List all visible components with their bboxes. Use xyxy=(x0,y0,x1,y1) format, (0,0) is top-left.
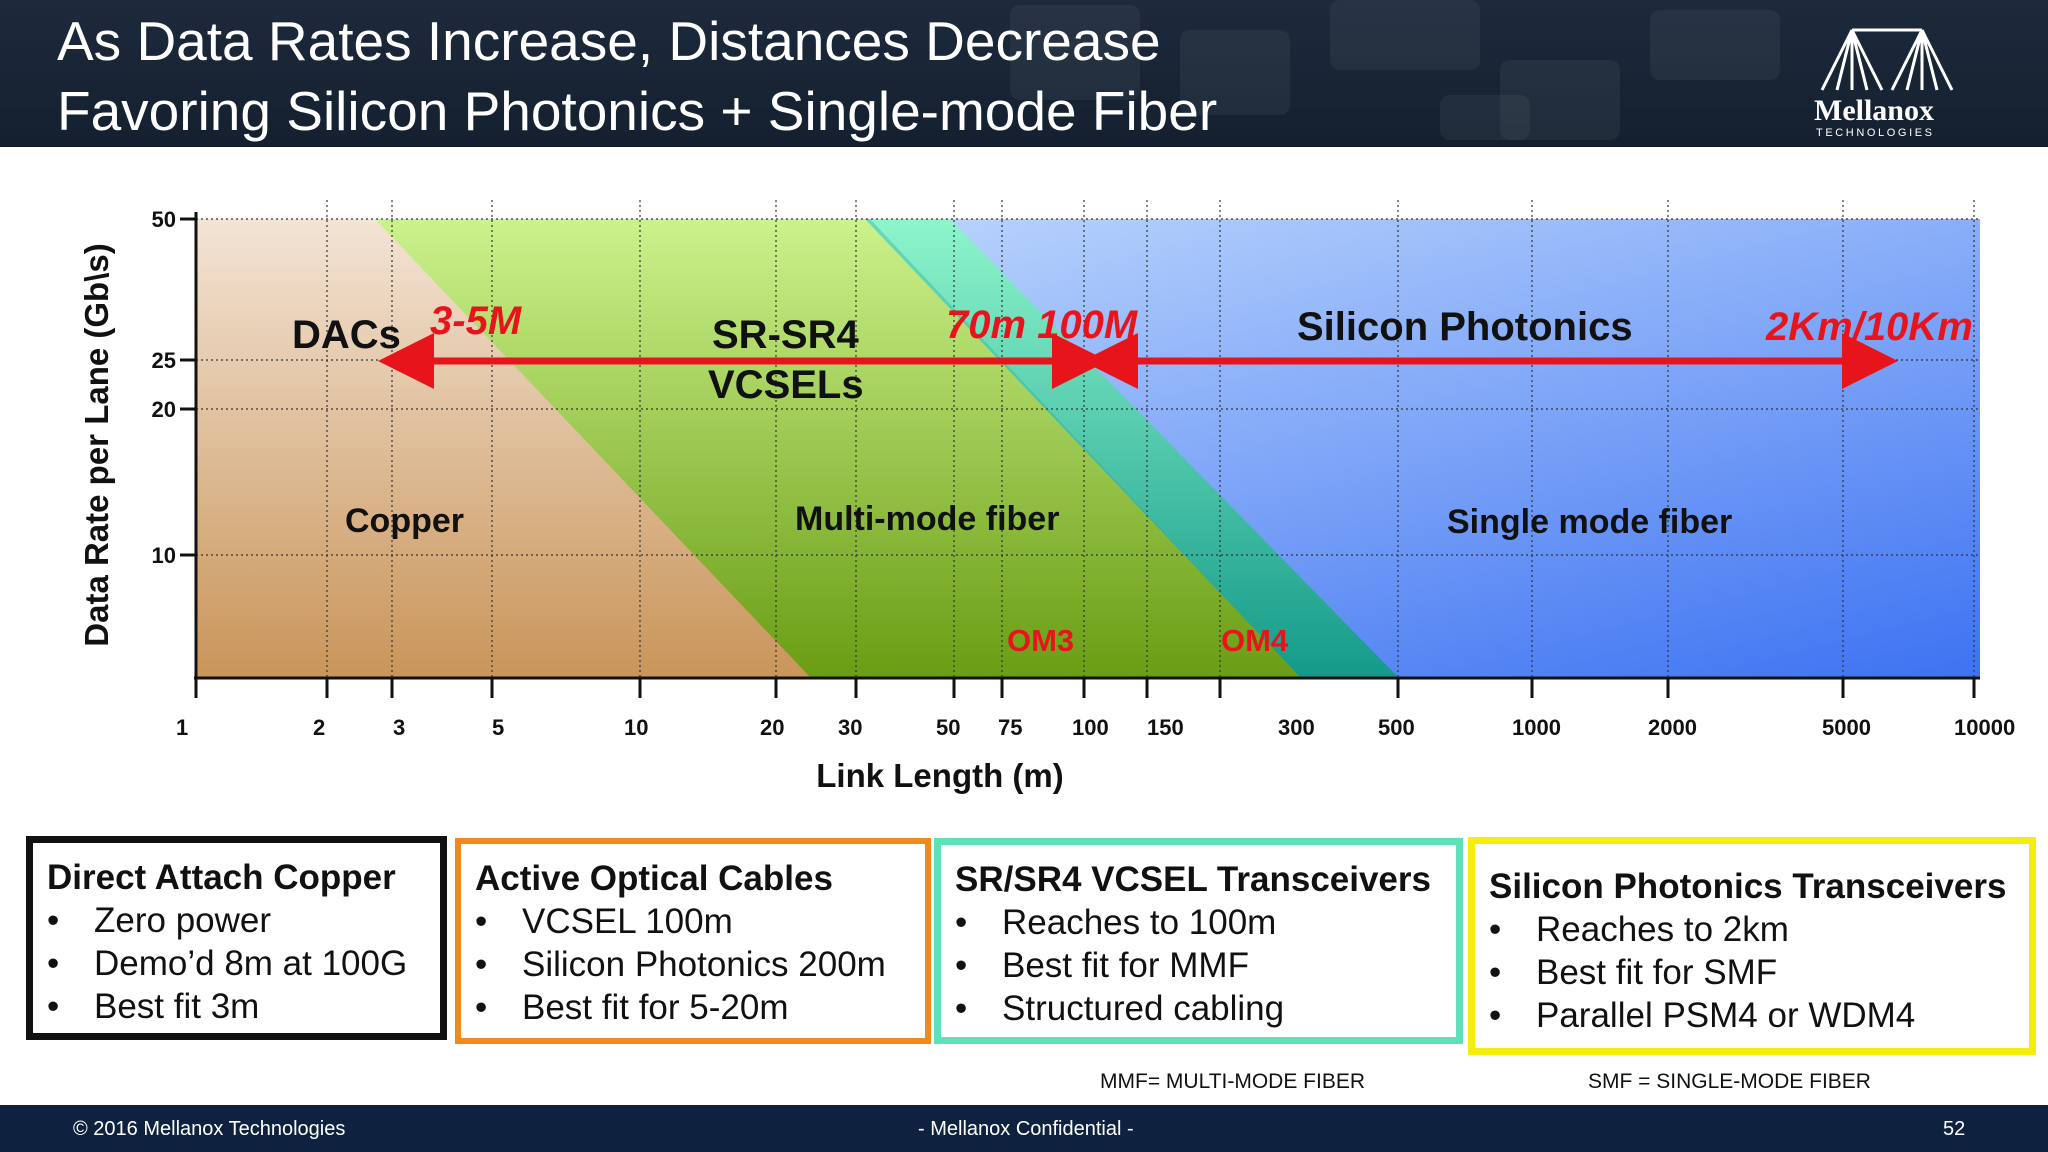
box-direct-attach-copper: Direct Attach Copper Zero power Demo’d 8… xyxy=(26,836,447,1040)
label-copper: Copper xyxy=(345,502,464,540)
link-length-chart: 1 2 3 5 10 20 30 50 75 100 150 300 500 1000 2000 5000 10… xyxy=(78,200,2015,794)
box-item: Zero power xyxy=(47,899,426,942)
x-tick-label: 300 xyxy=(1278,715,1315,740)
header-decor xyxy=(1500,60,1620,140)
confidential-label: - Mellanox Confidential - xyxy=(918,1118,1134,1140)
box-silicon-photonics-transceivers: Silicon Photonics Transceivers Reaches t… xyxy=(1468,837,2036,1055)
y-tick-label: 25 xyxy=(152,348,176,373)
x-tick-label: 5000 xyxy=(1822,715,1871,740)
box-title: Active Optical Cables xyxy=(475,859,833,898)
smf-footnote: SMF = SINGLE-MODE FIBER xyxy=(1588,1070,1871,1093)
box-active-optical-cables: Active Optical Cables VCSEL 100m Silicon… xyxy=(455,838,931,1044)
header-decor xyxy=(1650,10,1780,80)
mellanox-logo: Mellanox TECHNOLOGIES xyxy=(1814,28,1954,139)
x-tick-label: 20 xyxy=(760,715,784,740)
box-item: Silicon Photonics 200m xyxy=(475,943,911,986)
box-item: Best fit for SMF xyxy=(1489,951,2015,994)
label-vcsels: VCSELs xyxy=(708,363,864,407)
y-ticks: 50 25 20 10 xyxy=(152,207,196,568)
y-tick-label: 50 xyxy=(152,207,176,232)
x-tick-label: 100 xyxy=(1072,715,1109,740)
label-silicon-photonics: Silicon Photonics xyxy=(1297,305,1633,349)
logo-towers-icon xyxy=(1820,28,1954,91)
region-copper xyxy=(196,219,810,677)
box-item: Reaches to 2km xyxy=(1489,908,2015,951)
box-sr-sr4-vcsel-transceivers: SR/SR4 VCSEL Transceivers Reaches to 100… xyxy=(934,838,1463,1044)
x-tick-label: 2 xyxy=(313,715,325,740)
box-item: Reaches to 100m xyxy=(955,901,1442,944)
label-dacs: DACs xyxy=(292,313,401,357)
title-line-2: Favoring Silicon Photonics + Single-mode… xyxy=(57,80,1218,142)
x-ticks: 1 2 3 5 10 20 30 50 75 100 150 300 500 1000 2000 5000 10… xyxy=(176,678,2015,740)
x-tick-label: 150 xyxy=(1147,715,1184,740)
slide-footer: © 2016 Mellanox Technologies - Mellanox … xyxy=(0,1105,2048,1152)
box-item: Parallel PSM4 or WDM4 xyxy=(1489,994,2015,1037)
x-tick-label: 3 xyxy=(393,715,405,740)
logo-subtext: TECHNOLOGIES xyxy=(1816,127,1935,139)
box-item: Best fit for MMF xyxy=(955,944,1442,987)
chart-regions xyxy=(196,219,1980,677)
slide-header: As Data Rates Increase, Distances Decrea… xyxy=(0,0,2048,147)
x-tick-label: 50 xyxy=(936,715,960,740)
box-title: Direct Attach Copper xyxy=(47,858,396,897)
x-axis-label: Link Length (m) xyxy=(816,757,1063,794)
copyright: © 2016 Mellanox Technologies xyxy=(73,1118,346,1140)
box-item: VCSEL 100m xyxy=(475,900,911,943)
y-axis-label: Data Rate per Lane (Gb\s) xyxy=(78,243,115,646)
header-decor xyxy=(1010,5,1140,100)
header-decor xyxy=(1330,0,1480,70)
box-item: Demo’d 8m at 100G xyxy=(47,942,426,985)
box-title: Silicon Photonics Transceivers xyxy=(1489,867,2007,906)
x-tick-label: 500 xyxy=(1378,715,1415,740)
label-range-vcsel: 70m 100M xyxy=(946,303,1139,347)
x-tick-label: 5 xyxy=(492,715,504,740)
box-item: Best fit 3m xyxy=(47,985,426,1028)
label-om4: OM4 xyxy=(1221,623,1289,658)
x-tick-label: 1 xyxy=(176,715,188,740)
page-number: 52 xyxy=(1943,1118,1966,1140)
header-decor xyxy=(1440,95,1530,140)
x-tick-label: 75 xyxy=(998,715,1022,740)
slide-title: As Data Rates Increase, Distances Decrea… xyxy=(57,6,1217,146)
title-line-1: As Data Rates Increase, Distances Decrea… xyxy=(57,10,1161,72)
logo-text: Mellanox xyxy=(1814,94,1934,127)
y-tick-label: 10 xyxy=(152,543,176,568)
x-tick-label: 10000 xyxy=(1954,715,2015,740)
y-tick-label: 20 xyxy=(152,397,176,422)
label-range-sip: 2Km/10Km xyxy=(1765,305,1973,349)
x-tick-label: 30 xyxy=(838,715,862,740)
box-title: SR/SR4 VCSEL Transceivers xyxy=(955,860,1431,899)
box-item: Best fit for 5-20m xyxy=(475,986,911,1029)
x-tick-label: 10 xyxy=(624,715,648,740)
box-item: Structured cabling xyxy=(955,987,1442,1030)
label-om3: OM3 xyxy=(1007,623,1074,658)
x-tick-label: 2000 xyxy=(1648,715,1697,740)
mmf-footnote: MMF= MULTI-MODE FIBER xyxy=(1100,1070,1366,1093)
label-sr-sr4: SR-SR4 xyxy=(712,313,859,357)
label-single-mode-fiber: Single mode fiber xyxy=(1447,503,1732,541)
label-range-dac: 3-5M xyxy=(430,299,523,343)
x-tick-label: 1000 xyxy=(1512,715,1561,740)
label-multi-mode-fiber: Multi-mode fiber xyxy=(795,500,1059,538)
header-decor xyxy=(1180,30,1290,115)
